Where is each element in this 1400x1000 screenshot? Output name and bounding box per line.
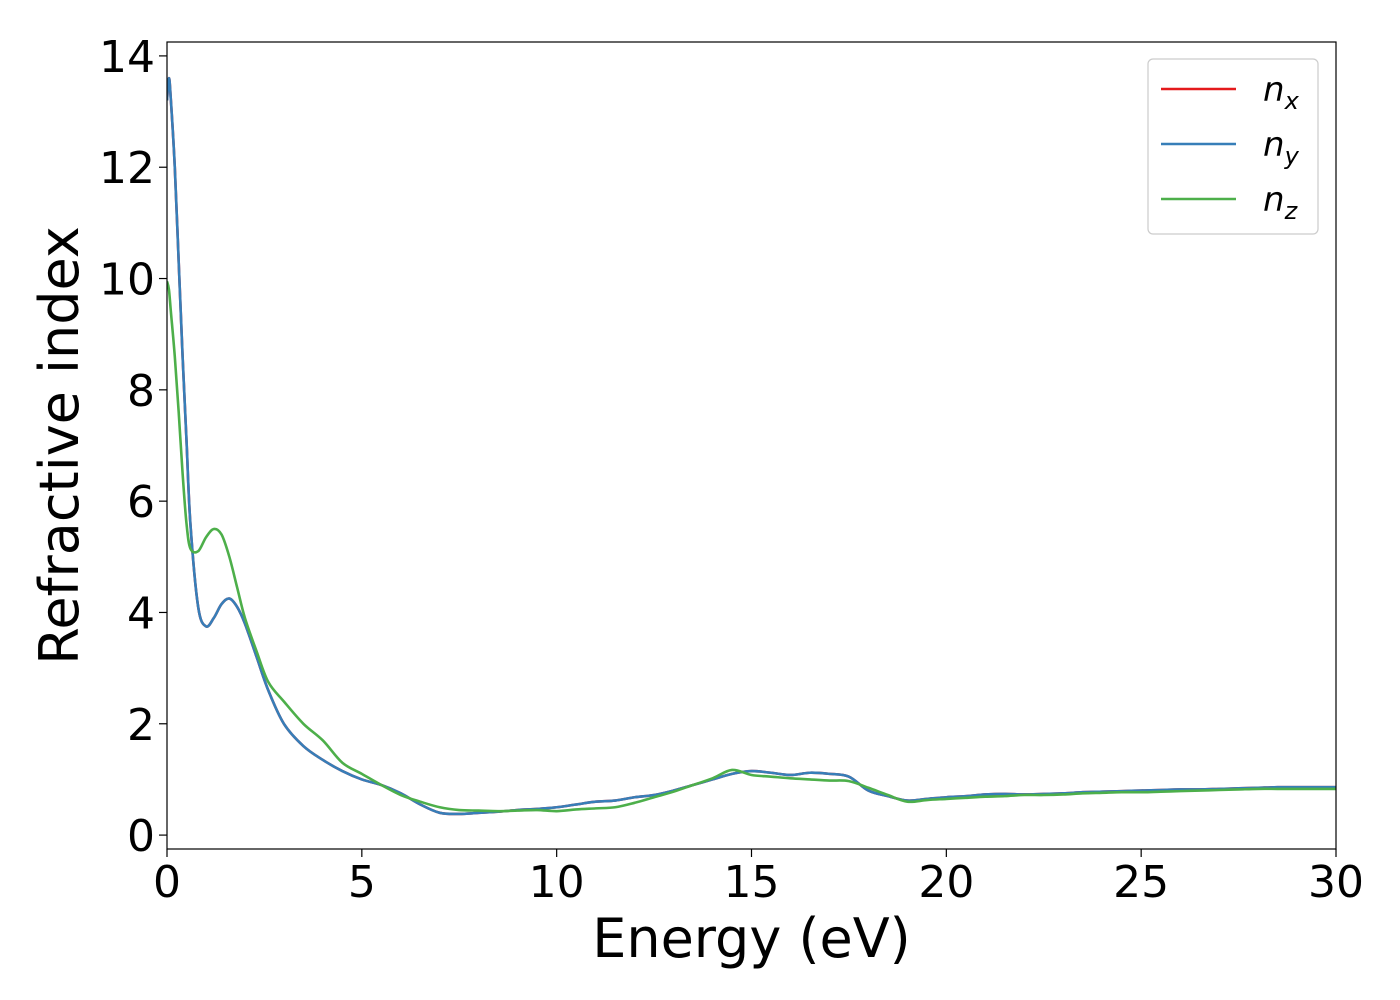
x-axis-title: Energy (eV) bbox=[592, 907, 911, 970]
y-tick-label: 10 bbox=[99, 255, 155, 306]
y-axis-ticks: 0 2 4 6 8 10 12 14 bbox=[99, 32, 167, 862]
y-tick-label: 4 bbox=[127, 588, 155, 639]
x-tick-label: 10 bbox=[529, 857, 585, 908]
x-axis-ticks: 0 5 10 15 20 25 30 bbox=[153, 849, 1364, 908]
y-tick-label: 12 bbox=[99, 143, 155, 194]
y-axis-title: Refractive index bbox=[28, 226, 91, 665]
y-tick-label: 0 bbox=[127, 811, 155, 862]
y-tick-label: 6 bbox=[127, 477, 155, 528]
series-layer bbox=[167, 76, 1336, 816]
x-tick-label: 0 bbox=[153, 857, 181, 908]
y-tick-label: 2 bbox=[127, 700, 155, 751]
x-tick-label: 25 bbox=[1113, 857, 1169, 908]
x-tick-label: 5 bbox=[348, 857, 376, 908]
legend-label-y: ny bbox=[1263, 125, 1300, 170]
series-line-n-z bbox=[167, 280, 1336, 813]
legend: nx ny nz bbox=[1147, 58, 1319, 235]
legend-label-x: nx bbox=[1263, 70, 1300, 115]
y-tick-label: 14 bbox=[99, 32, 155, 83]
y-tick-label: 8 bbox=[127, 366, 155, 417]
x-tick-label: 30 bbox=[1308, 857, 1364, 908]
legend-label-z: nz bbox=[1263, 180, 1299, 225]
x-tick-label: 20 bbox=[918, 857, 974, 908]
x-tick-label: 15 bbox=[724, 857, 780, 908]
legend-box bbox=[1147, 58, 1319, 235]
